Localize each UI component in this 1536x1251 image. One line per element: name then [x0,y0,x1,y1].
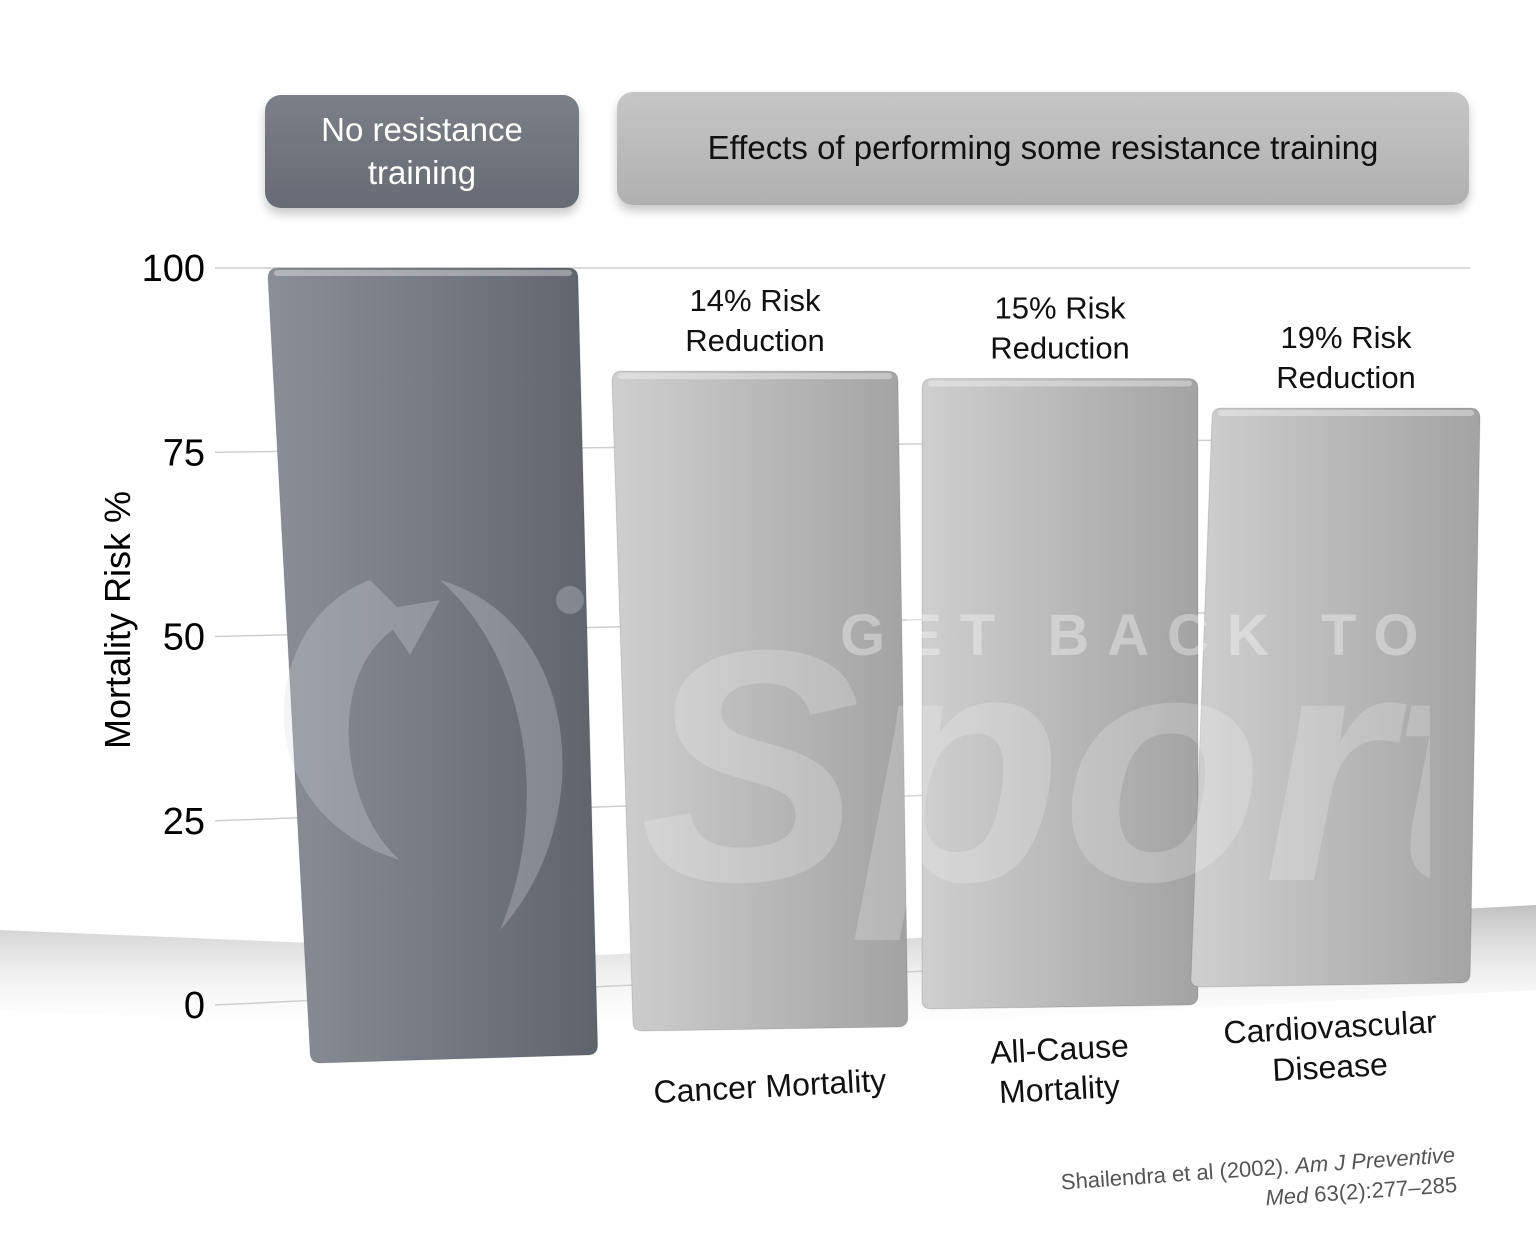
category-label: Cardiovascular [1223,1003,1438,1050]
bar [921,378,1199,1010]
category-label: Cancer Mortality [653,1062,888,1110]
bar-annotation: Reduction [1276,360,1416,395]
bar-highlight [618,373,892,380]
bar-labels: 14% Risk Reduction 15% Risk Reduction 19% Ri… [685,283,1416,395]
bar-annotation: 19% Risk [1281,320,1412,355]
some-training-header: Effects of performing some resistance tr… [617,92,1469,205]
bar [1190,407,1481,988]
category-label: All-Cause [989,1027,1129,1070]
bar-highlight [928,380,1192,387]
y-tick-label: 25 [163,801,205,843]
bar-annotation: Reduction [990,331,1130,366]
bar-annotation: Reduction [685,323,825,358]
y-tick-label: 100 [142,248,205,290]
y-axis-ticks: 0 25 50 75 100 [142,248,205,1027]
bar-highlight [1218,410,1474,417]
category-label: Disease [1271,1046,1388,1088]
bar-highlight [274,270,572,276]
some-training-header-text: Effects of performing some resistance tr… [707,129,1379,167]
category-label: Mortality [998,1068,1121,1110]
no-training-header-line1: No resistance [321,110,523,148]
bars [267,267,1481,1064]
y-tick-label: 50 [163,617,205,659]
bar-annotation: 14% Risk [690,283,821,318]
bar [611,370,909,1032]
bar [267,267,599,1064]
y-tick-label: 0 [184,985,205,1027]
bar-annotation: 15% Risk [995,291,1126,326]
no-training-header: No resistance training [265,95,579,208]
y-tick-label: 75 [163,432,205,474]
citation-journal-part2: Med [1264,1182,1310,1211]
no-training-header-line2: training [367,153,477,191]
